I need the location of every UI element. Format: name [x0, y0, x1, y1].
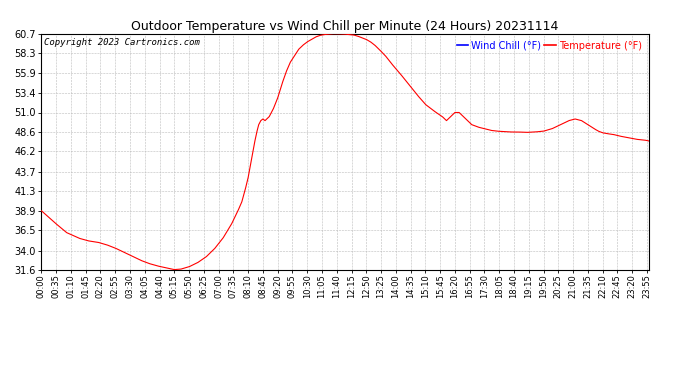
Title: Outdoor Temperature vs Wind Chill per Minute (24 Hours) 20231114: Outdoor Temperature vs Wind Chill per Mi… [131, 20, 559, 33]
Text: Copyright 2023 Cartronics.com: Copyright 2023 Cartronics.com [44, 39, 200, 48]
Legend: Wind Chill (°F), Temperature (°F): Wind Chill (°F), Temperature (°F) [455, 39, 644, 53]
